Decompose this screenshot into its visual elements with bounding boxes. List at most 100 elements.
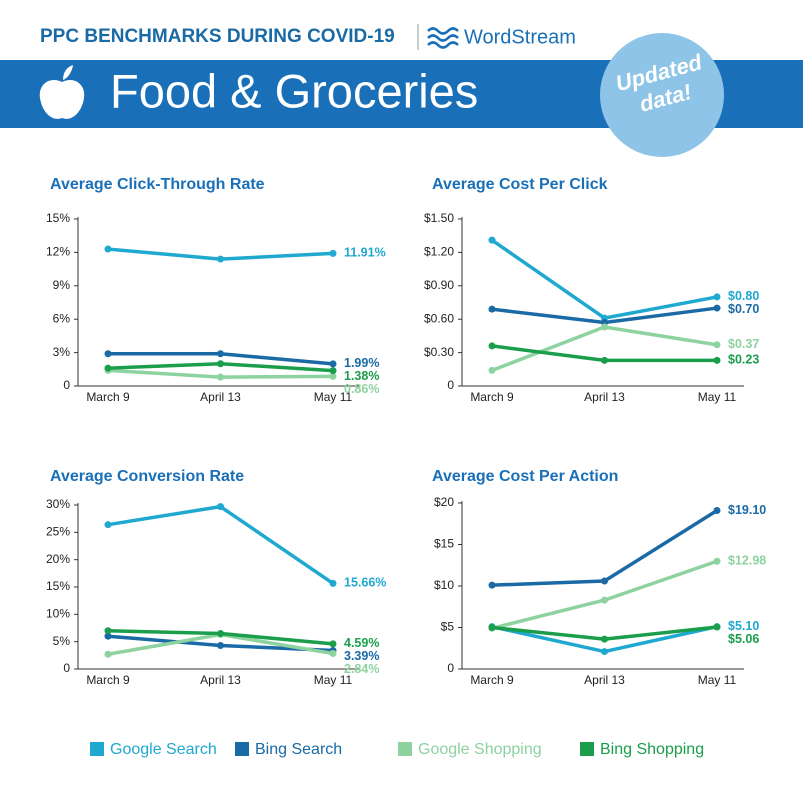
x-tick-label: March 9 xyxy=(470,673,514,687)
point xyxy=(104,245,112,253)
header-title: PPC BENCHMARKS DURING COVID-19 xyxy=(40,26,395,47)
x-tick-label: April 13 xyxy=(584,390,625,404)
legend-swatch xyxy=(90,742,104,756)
y-tick-label: $1.50 xyxy=(424,211,454,225)
point xyxy=(713,341,721,349)
legend-label: Bing Shopping xyxy=(600,741,704,758)
brand-logo xyxy=(427,27,459,49)
point xyxy=(329,360,337,368)
legend-label: Google Shopping xyxy=(418,741,542,758)
banner-title: Food & Groceries xyxy=(110,64,478,117)
point xyxy=(488,366,496,374)
point xyxy=(329,372,337,380)
point xyxy=(329,649,337,657)
legend-swatch xyxy=(398,742,412,756)
y-tick-label: 0 xyxy=(447,378,454,392)
point xyxy=(217,360,224,368)
value-label: 2.84% xyxy=(344,662,379,676)
y-tick-label: 0 xyxy=(447,661,454,675)
y-tick-label: 6% xyxy=(53,311,71,325)
chart-title: Average Conversion Rate xyxy=(50,468,244,485)
y-tick-label: 0 xyxy=(63,661,70,675)
point xyxy=(104,350,112,358)
legend-swatch xyxy=(580,742,594,756)
point xyxy=(329,640,337,648)
x-tick-label: May 11 xyxy=(314,673,353,687)
y-tick-label: $0.90 xyxy=(424,278,454,292)
point xyxy=(713,557,721,565)
value-label: 15.66% xyxy=(344,576,386,590)
point xyxy=(217,629,224,637)
y-tick-label: $1.20 xyxy=(424,245,454,259)
y-tick-label: 15% xyxy=(46,579,70,593)
point xyxy=(104,632,112,640)
y-tick-label: 30% xyxy=(46,497,70,511)
point xyxy=(217,503,224,511)
y-tick-label: $20 xyxy=(434,495,454,509)
point xyxy=(217,350,224,358)
value-label: $0.70 xyxy=(728,302,759,316)
legend-label: Google Search xyxy=(110,741,217,758)
legend-label: Bing Search xyxy=(255,741,342,758)
value-label: $5.06 xyxy=(728,632,759,646)
value-label: 0.86% xyxy=(344,382,379,396)
point xyxy=(601,577,608,585)
brand: WordStream xyxy=(464,26,576,48)
point xyxy=(713,623,721,631)
series-line xyxy=(107,504,334,585)
y-tick-label: 12% xyxy=(46,245,70,259)
x-tick-label: May 11 xyxy=(314,390,353,404)
point xyxy=(104,521,112,529)
legend-swatch xyxy=(235,742,249,756)
point xyxy=(601,356,608,364)
x-tick-label: March 9 xyxy=(470,390,514,404)
point xyxy=(104,650,112,658)
point xyxy=(104,364,112,372)
point xyxy=(488,624,496,631)
value-label: $0.37 xyxy=(728,337,759,351)
y-tick-label: 0 xyxy=(63,378,70,392)
y-tick-label: $15 xyxy=(434,537,454,551)
value-label: 3.39% xyxy=(344,649,379,663)
chart-title: Average Cost Per Click xyxy=(432,176,608,193)
value-label: $0.80 xyxy=(728,289,759,303)
x-tick-label: April 13 xyxy=(200,390,241,404)
point xyxy=(329,249,337,257)
value-label: $12.98 xyxy=(728,554,766,568)
y-tick-label: 20% xyxy=(46,552,70,566)
point xyxy=(217,373,224,381)
x-tick-label: April 13 xyxy=(584,673,625,687)
y-tick-label: $10 xyxy=(434,578,454,592)
apple-icon xyxy=(39,65,85,119)
y-tick-label: 10% xyxy=(46,607,70,621)
series-line xyxy=(491,559,718,631)
point xyxy=(713,356,721,364)
point xyxy=(104,627,112,635)
x-tick-label: May 11 xyxy=(698,673,737,687)
point xyxy=(601,635,608,643)
y-tick-label: 15% xyxy=(46,211,70,225)
value-label: 4.59% xyxy=(344,636,379,650)
point xyxy=(217,641,224,649)
x-tick-label: March 9 xyxy=(86,673,130,687)
value-label: $5.10 xyxy=(728,619,759,633)
legend: Google Search Bing Search Google Shopping B… xyxy=(90,741,704,758)
y-tick-label: $0.60 xyxy=(424,311,454,325)
point xyxy=(329,367,337,375)
point xyxy=(601,596,608,604)
value-label: $0.23 xyxy=(728,353,759,367)
point xyxy=(329,579,337,587)
value-label: $19.10 xyxy=(728,503,766,517)
value-label: 1.99% xyxy=(344,356,379,370)
y-tick-label: 9% xyxy=(53,278,71,292)
point xyxy=(713,293,721,301)
value-label: 11.91% xyxy=(344,246,386,260)
x-tick-label: March 9 xyxy=(86,390,130,404)
series-line xyxy=(491,238,718,320)
point xyxy=(488,342,496,350)
y-tick-label: 25% xyxy=(46,525,70,539)
chart-title: Average Cost Per Action xyxy=(432,468,618,485)
x-tick-label: April 13 xyxy=(200,673,241,687)
point xyxy=(713,506,721,514)
